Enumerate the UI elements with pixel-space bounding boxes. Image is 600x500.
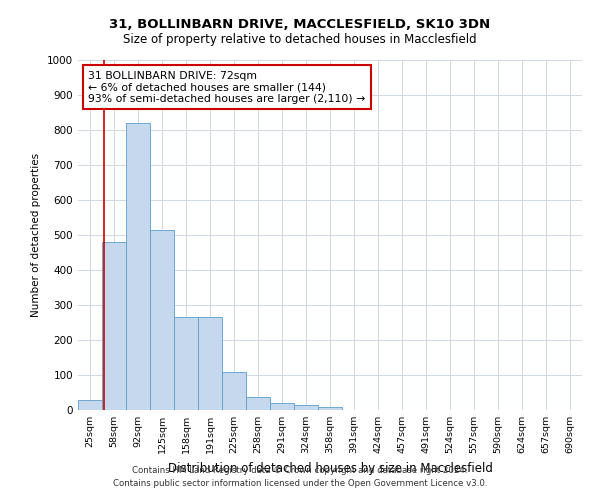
Bar (102, 242, 126, 410)
Bar (318, 407, 342, 410)
Bar (126, 123, 150, 410)
Bar (246, 396, 270, 410)
Bar (150, 230, 174, 410)
X-axis label: Distribution of detached houses by size in Macclesfield: Distribution of detached houses by size … (167, 462, 493, 474)
Bar (174, 318, 198, 410)
Bar (222, 372, 246, 410)
Bar (78, 400, 102, 410)
Text: 31 BOLLINBARN DRIVE: 72sqm
← 6% of detached houses are smaller (144)
93% of semi: 31 BOLLINBARN DRIVE: 72sqm ← 6% of detac… (88, 70, 365, 104)
Bar (198, 318, 222, 410)
Text: 31, BOLLINBARN DRIVE, MACCLESFIELD, SK10 3DN: 31, BOLLINBARN DRIVE, MACCLESFIELD, SK10… (109, 18, 491, 30)
Bar (294, 406, 318, 410)
Text: Size of property relative to detached houses in Macclesfield: Size of property relative to detached ho… (123, 32, 477, 46)
Bar (270, 403, 294, 410)
Y-axis label: Number of detached properties: Number of detached properties (31, 153, 41, 317)
Text: Contains HM Land Registry data © Crown copyright and database right 2024.
Contai: Contains HM Land Registry data © Crown c… (113, 466, 487, 487)
